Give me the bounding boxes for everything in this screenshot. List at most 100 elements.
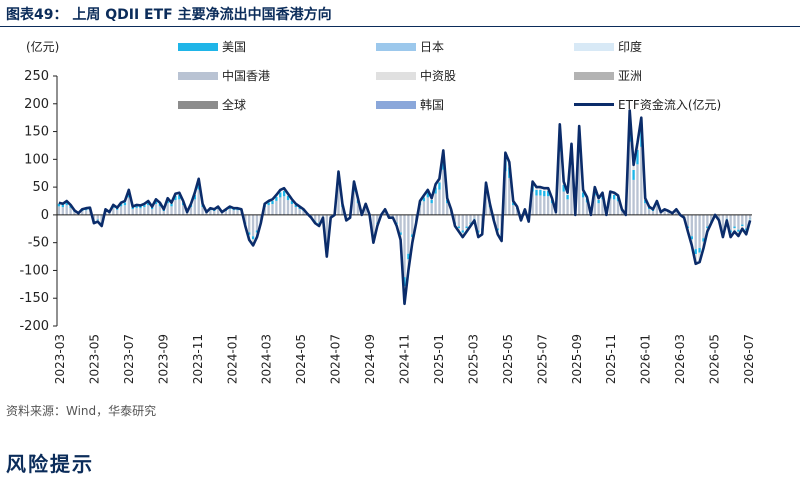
bar-hongkong: [248, 214, 251, 233]
y-tick-label: -200: [19, 319, 49, 334]
bar-hongkong: [286, 200, 290, 215]
bar-hongkong: [216, 209, 220, 215]
bar-hongkong: [205, 212, 208, 215]
bar-hongkong: [314, 214, 317, 221]
bar-china: [539, 187, 542, 190]
bar-us: [694, 249, 697, 254]
bar-hongkong: [581, 197, 585, 215]
bar-hongkong: [710, 214, 713, 221]
bar-hongkong: [391, 214, 395, 217]
bar-us: [434, 187, 437, 194]
bar-us: [748, 218, 752, 220]
bar-hongkong: [422, 201, 426, 215]
legend-swatch-global: [178, 100, 218, 109]
bar-hongkong: [667, 212, 670, 215]
legend-item-global: 全球: [178, 96, 246, 113]
bar-us: [690, 236, 693, 240]
bar-us: [581, 192, 585, 198]
x-tick-label: 2024-07: [329, 334, 343, 384]
bar-hongkong: [282, 196, 286, 215]
bar-hongkong: [737, 214, 740, 230]
bar-hongkong: [73, 211, 76, 215]
bar-us: [636, 149, 639, 165]
bar-hongkong: [61, 207, 64, 215]
legend-label-hongkong: 中国香港: [222, 69, 271, 83]
bar-hongkong: [185, 212, 189, 215]
bar-hongkong: [162, 211, 165, 215]
bar-hongkong: [84, 210, 88, 215]
bar-hongkong: [477, 214, 480, 231]
bar-hongkong: [372, 214, 375, 235]
bar-hongkong: [154, 204, 158, 215]
bar-hongkong: [562, 191, 565, 215]
bar-hongkong: [632, 179, 635, 215]
bar-us: [282, 190, 286, 197]
bar-hongkong: [232, 210, 235, 215]
chart-plot-area: 250 200 150 100 50 0 -50 -100 -150 -200 2023-03 202…: [19, 69, 756, 384]
bar-hongkong: [364, 207, 367, 215]
x-tick-label: 2025-07: [535, 334, 549, 384]
bar-hongkong: [135, 207, 138, 215]
bar-us: [255, 230, 259, 233]
bar-hongkong: [725, 214, 728, 219]
bar-hongkong: [434, 193, 437, 215]
bar-hongkong: [613, 199, 616, 215]
bar-us: [147, 202, 150, 206]
bar-us: [286, 195, 290, 201]
bar-us: [228, 207, 231, 210]
bar-us: [271, 200, 274, 204]
bar-hongkong: [647, 209, 651, 215]
bar-us: [178, 194, 181, 200]
bar-hongkong: [550, 203, 554, 215]
legend-line-flow: [574, 103, 614, 106]
bar-hongkong: [446, 203, 449, 215]
legend-label-korea: 韩国: [420, 98, 445, 112]
bar-hongkong: [616, 201, 620, 215]
bar-hongkong: [290, 204, 294, 215]
bar-hongkong: [317, 214, 321, 223]
bar-hongkong: [131, 209, 134, 215]
bar-hongkong: [271, 204, 274, 215]
bar-hongkong: [504, 171, 507, 215]
source-note: 资料来源：Wind，华泰研究: [6, 404, 157, 418]
bar-hongkong: [741, 214, 744, 225]
bar-hongkong: [442, 169, 445, 215]
bar-us: [469, 222, 472, 224]
title-rule: [0, 26, 800, 27]
bar-us: [702, 238, 705, 242]
x-tick-label: 2023-09: [156, 334, 170, 384]
legend-label-flow: ETF资金流入(亿元): [618, 98, 722, 112]
bar-hongkong: [601, 199, 604, 215]
legend-item-china: 中资股: [376, 67, 456, 84]
bar-hongkong: [150, 209, 154, 215]
bar-hongkong: [263, 207, 266, 215]
risk-heading: 风险提示: [6, 452, 94, 476]
bar-us: [170, 203, 173, 207]
bar-hongkong: [651, 211, 655, 215]
bar-hongkong: [566, 199, 569, 215]
bar-hongkong: [426, 197, 429, 215]
bar-hongkong: [465, 214, 468, 227]
bar-us: [737, 229, 740, 232]
bar-hongkong: [139, 208, 142, 215]
bar-hongkong: [706, 214, 709, 227]
bar-us: [96, 219, 99, 221]
bar-hongkong: [112, 207, 115, 215]
bar-us: [422, 197, 426, 202]
y-tick-label: -150: [19, 291, 49, 306]
bar-china: [632, 164, 635, 170]
y-tick-label: 250: [24, 69, 49, 84]
bar-us: [267, 202, 270, 206]
bar-hongkong: [255, 214, 259, 231]
bar-hongkong: [92, 214, 96, 221]
x-tick-label: 2025-01: [432, 334, 446, 384]
bar-us: [61, 204, 64, 208]
bar-hongkong: [383, 211, 387, 215]
y-tick-label: 150: [24, 125, 49, 140]
legend-item-japan: 日本: [376, 38, 444, 55]
bar-china: [748, 219, 752, 221]
bar-us: [706, 226, 709, 229]
bar-hongkong: [399, 214, 402, 233]
bar-hongkong: [620, 211, 624, 215]
bar-us: [632, 169, 635, 180]
